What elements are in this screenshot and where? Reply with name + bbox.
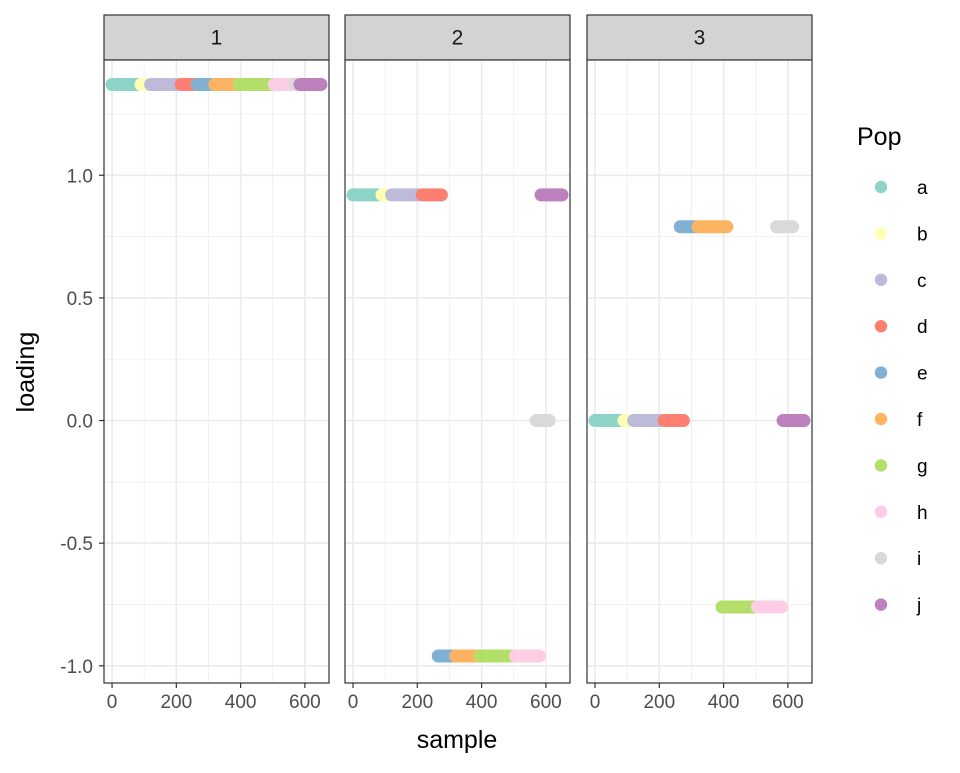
facet-strip-1 — [103, 14, 330, 61]
legend-key — [874, 227, 888, 240]
y-tick-label: 1.0 — [67, 166, 93, 187]
x-tick-label: 0 — [590, 692, 601, 713]
legend-label: c — [917, 271, 927, 292]
x-tick-label: 600 — [772, 692, 804, 713]
panel-background — [345, 60, 570, 683]
panel-border — [344, 59, 571, 684]
legend-label: j — [916, 596, 921, 617]
legend-item-b: b — [874, 224, 928, 245]
x-axis-title: sample — [417, 726, 498, 754]
legend-label: g — [917, 456, 928, 477]
facet-strip-3 — [586, 14, 813, 61]
legend-item-i: i — [874, 549, 921, 570]
legend-label: e — [917, 364, 928, 385]
legend-item-j: j — [874, 596, 921, 617]
legend-label: d — [917, 317, 928, 338]
legend-key — [874, 505, 888, 518]
legend-item-d: d — [874, 317, 928, 338]
legend-title: Pop — [857, 123, 901, 151]
legend-key — [874, 273, 888, 286]
y-tick-label: -0.5 — [60, 534, 93, 555]
y-tick-label: 0.0 — [67, 412, 93, 433]
facet-strip-label: 2 — [452, 27, 464, 50]
legend-item-e: e — [874, 364, 928, 385]
facet-strip-label: 3 — [694, 27, 706, 50]
legend-key — [874, 459, 888, 472]
legend-key — [874, 320, 888, 333]
x-tick-label: 200 — [401, 692, 433, 713]
facet-panel-3: 3 0 200 400 600 — [586, 14, 813, 713]
y-axis-title: loading — [12, 332, 40, 413]
legend-key — [874, 412, 888, 426]
legend-label: h — [917, 503, 928, 524]
y-axis: -1.0 -0.5 0.0 0.5 1.0 — [60, 166, 104, 678]
legend-item-c: c — [874, 271, 927, 292]
legend-item-h: h — [874, 503, 928, 524]
legend-label: b — [917, 224, 928, 245]
legend-label: f — [917, 410, 923, 431]
x-tick-label: 400 — [466, 692, 498, 713]
legend-item-a: a — [874, 178, 928, 199]
y-tick-label: -1.0 — [60, 657, 93, 678]
legend-key — [874, 552, 888, 565]
y-tick-label: 0.5 — [67, 289, 93, 310]
x-tick-label: 0 — [348, 692, 359, 713]
facet-panels: 1 0 200 400 600 2 0 200 400 600 3 0 200 400 600 — [103, 14, 813, 713]
legend-item-g: g — [874, 456, 928, 477]
x-tick-label: 400 — [708, 692, 740, 713]
x-tick-label: 200 — [160, 692, 192, 713]
panel-border — [586, 59, 813, 684]
panel-background — [587, 60, 812, 683]
facet-panel-1: 1 0 200 400 600 — [103, 14, 330, 713]
legend-label: a — [917, 178, 928, 199]
legend-key — [874, 180, 888, 194]
legend: Pop a b c d e f g h i j — [857, 123, 928, 617]
facet-panel-2: 2 0 200 400 600 — [344, 14, 571, 713]
x-tick-label: 600 — [289, 692, 321, 713]
legend-item-f: f — [874, 410, 923, 431]
legend-key — [874, 598, 888, 611]
x-tick-label: 600 — [530, 692, 562, 713]
legend-label: i — [917, 549, 921, 570]
x-tick-label: 400 — [225, 692, 257, 713]
x-tick-label: 200 — [643, 692, 675, 713]
legend-key — [874, 366, 888, 379]
x-tick-label: 0 — [107, 692, 118, 713]
panel-background — [104, 60, 329, 683]
facet-strip-label: 1 — [211, 27, 223, 50]
panel-border — [103, 59, 330, 684]
